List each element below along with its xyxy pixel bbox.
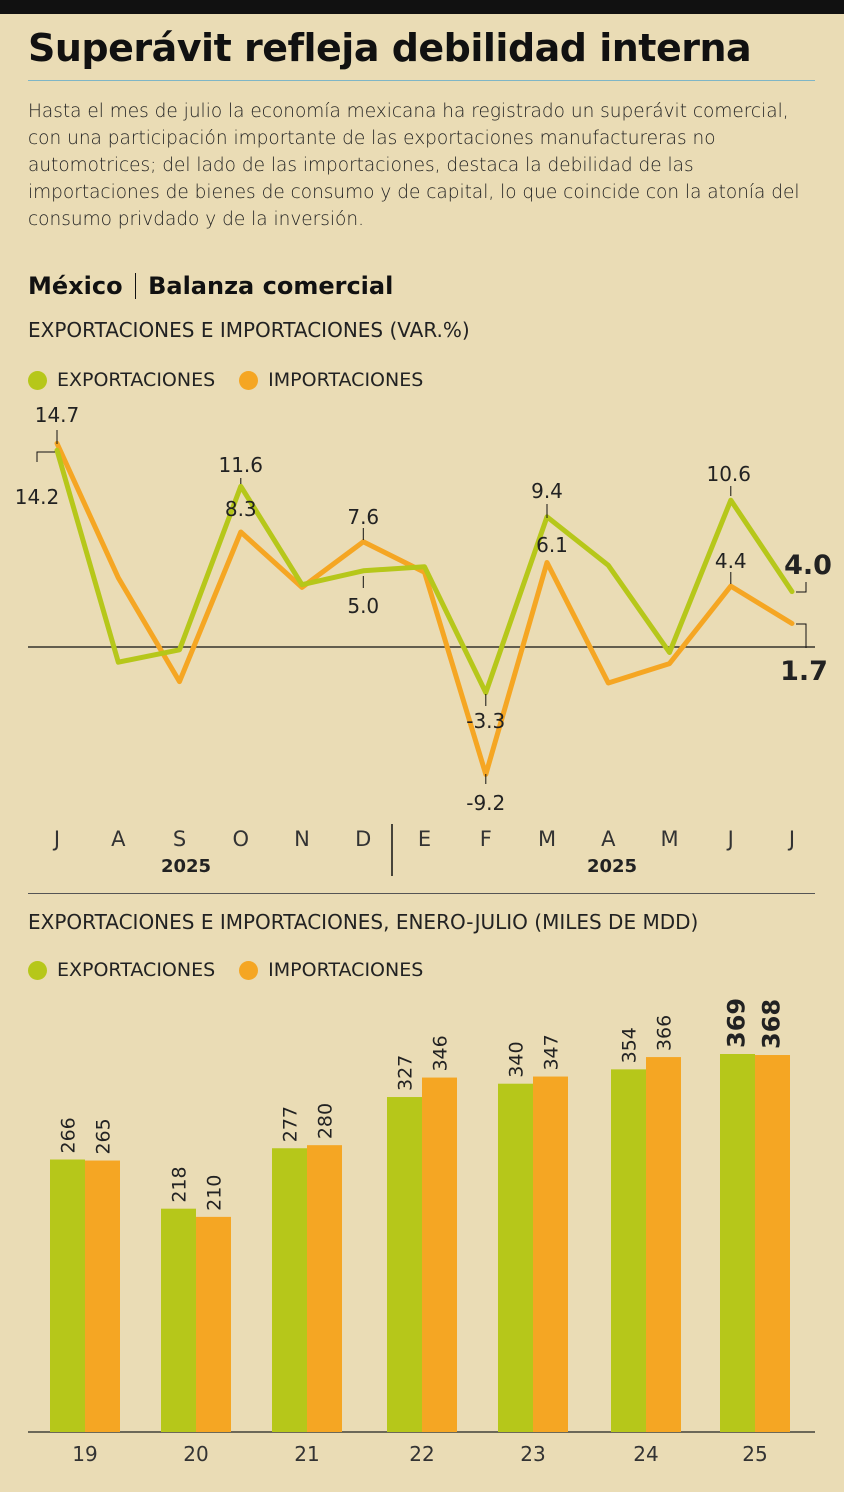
bar-label-imports-22: 346: [430, 1035, 452, 1071]
year-label-0: 2025: [161, 856, 211, 877]
data-label-imports-3: 8.3: [225, 497, 257, 521]
x-tick-label-23: 23: [520, 1442, 545, 1466]
bar-label-imports-21: 280: [315, 1103, 337, 1139]
legend-dot-exports-2: [28, 960, 47, 980]
leader-line-10: [796, 582, 807, 593]
bar-label-exports-19: 266: [58, 1117, 80, 1153]
data-label-imports-11: 4.4: [715, 549, 747, 573]
bar-exports-22: [387, 1097, 422, 1432]
line-chart-legend: EXPORTACIONES IMPORTACIONES: [28, 369, 447, 391]
legend-item-exports: EXPORTACIONES: [28, 369, 215, 391]
data-label-imports-8: 6.1: [536, 533, 568, 557]
bar-label-exports-20: 218: [169, 1166, 191, 1202]
bar-imports-24: [646, 1057, 681, 1432]
bar-exports-23: [498, 1083, 533, 1432]
title-divider: [28, 80, 815, 81]
legend-item-exports-2: EXPORTACIONES: [28, 959, 215, 981]
x-tick-label-12: J: [787, 827, 795, 851]
section-country: México: [28, 272, 123, 300]
data-label-exports-8: 9.4: [531, 479, 563, 503]
bar-label-imports-25: 368: [758, 999, 786, 1049]
x-tick-label-10: M: [660, 827, 678, 851]
bar-imports-23: [533, 1076, 568, 1432]
x-tick-label-4: N: [294, 827, 310, 851]
bar-label-exports-24: 354: [619, 1027, 641, 1063]
data-label-imports-0: 14.7: [35, 403, 80, 427]
x-tick-label-20: 20: [183, 1442, 208, 1466]
x-tick-label-7: F: [480, 827, 492, 851]
x-tick-label-11: J: [726, 827, 734, 851]
bar-chart: 266 265 19 218 210 20 277 280 21 327 346 22 340 347 23…: [28, 998, 815, 1466]
bar-imports-21: [307, 1145, 342, 1432]
bar-imports-19: [85, 1160, 120, 1432]
bar-label-exports-21: 277: [280, 1106, 302, 1142]
x-tick-label-24: 24: [633, 1442, 658, 1466]
section-heading: México Balanza comercial: [28, 272, 393, 300]
x-tick-label-2: S: [173, 827, 186, 851]
legend-dot-exports: [28, 370, 47, 390]
legend-item-imports-2: IMPORTACIONES: [239, 959, 423, 981]
legend-label-imports-2: IMPORTACIONES: [268, 959, 424, 981]
section-topic: Balanza comercial: [148, 272, 394, 300]
leader-line-0: [36, 451, 55, 462]
legend-item-imports: IMPORTACIONES: [239, 369, 423, 391]
bar-exports-20: [161, 1208, 196, 1432]
data-label-exports-5: 5.0: [347, 594, 379, 618]
data-label-imports-5: 7.6: [347, 505, 379, 529]
data-label-imports-7: -9.2: [466, 791, 505, 815]
bar-exports-19: [50, 1159, 85, 1432]
bar-label-imports-23: 347: [541, 1034, 563, 1070]
data-label-exports-3: 11.6: [218, 453, 263, 477]
bar-chart-title: EXPORTACIONES E IMPORTACIONES, ENERO-JUL…: [28, 910, 699, 934]
x-tick-label-22: 22: [409, 1442, 434, 1466]
bar-label-imports-24: 366: [654, 1015, 676, 1051]
page-title: Superávit refleja debilidad interna: [28, 26, 752, 70]
x-tick-label-5: D: [355, 827, 371, 851]
x-tick-label-6: E: [418, 827, 431, 851]
bar-imports-20: [196, 1216, 231, 1432]
data-label-imports-12: 1.7: [780, 656, 828, 687]
bar-exports-25: [720, 1054, 755, 1432]
legend-dot-imports: [239, 370, 259, 390]
bar-label-imports-20: 210: [204, 1175, 226, 1211]
x-tick-label-25: 25: [742, 1442, 767, 1466]
x-tick-label-0: J: [52, 827, 60, 851]
bar-imports-25: [755, 1055, 790, 1432]
data-label-exports-0: 14.2: [15, 485, 60, 509]
line-chart: 14.2 14.7 11.6 8.3 7.6 5.0 -3.3 -9.2 9.4 6.1 10.6 4…: [15, 403, 832, 877]
bar-label-exports-23: 340: [506, 1041, 528, 1077]
chart-divider: [28, 893, 815, 894]
bar-label-exports-22: 327: [395, 1055, 417, 1091]
series-line-imports: [54, 440, 795, 777]
intro-text: Hasta el mes de julio la economía mexica…: [28, 101, 800, 230]
x-tick-label-3: O: [232, 827, 249, 851]
legend-dot-imports-2: [239, 960, 259, 980]
legend-label-exports: EXPORTACIONES: [57, 369, 216, 391]
x-tick-label-19: 19: [72, 1442, 97, 1466]
data-label-exports-12: 4.0: [784, 550, 832, 581]
data-label-exports-11: 10.6: [706, 462, 751, 486]
bar-label-exports-25: 369: [723, 998, 751, 1048]
legend-label-exports-2: EXPORTACIONES: [57, 959, 216, 981]
data-label-exports-7: -3.3: [466, 709, 505, 733]
x-tick-label-1: A: [111, 827, 126, 851]
bar-exports-24: [611, 1069, 646, 1432]
series-line-exports: [54, 447, 795, 696]
bar-chart-legend: EXPORTACIONES IMPORTACIONES: [28, 959, 447, 981]
x-tick-label-9: A: [601, 827, 616, 851]
year-label-1: 2025: [587, 856, 637, 877]
legend-label-imports: IMPORTACIONES: [268, 369, 424, 391]
bar-imports-22: [422, 1077, 457, 1432]
section-separator: [134, 273, 137, 299]
x-tick-label-21: 21: [294, 1442, 319, 1466]
top-bar: [0, 0, 844, 14]
leader-line-11: [796, 623, 807, 648]
bar-exports-21: [272, 1148, 307, 1432]
bar-label-imports-19: 265: [93, 1118, 115, 1154]
line-chart-title: EXPORTACIONES E IMPORTACIONES (VAR.%): [28, 318, 470, 342]
x-tick-label-8: M: [538, 827, 556, 851]
